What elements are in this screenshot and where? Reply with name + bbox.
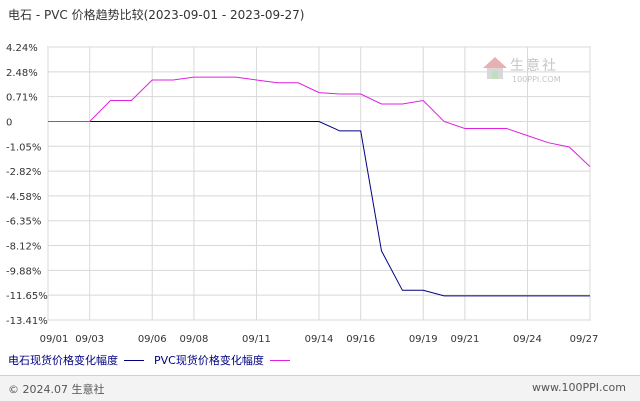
- x-tick-label: 09/19: [409, 334, 438, 345]
- y-tick-label: -6.35%: [6, 217, 41, 228]
- legend-swatch: [124, 359, 144, 361]
- y-tick-label: 0.71%: [6, 93, 38, 104]
- series-line-calcium-carbide: [48, 121, 590, 297]
- y-tick-label: 0: [6, 117, 12, 128]
- x-tick-label: 09/27: [570, 334, 599, 345]
- x-tick-label: 09/24: [513, 334, 542, 345]
- y-tick-label: 4.24%: [6, 43, 38, 54]
- grid-lines: [47, 46, 591, 321]
- legend-label: PVC现货价格变化幅度: [154, 354, 264, 367]
- watermark-logo: 生意社 100PPI.COM: [482, 55, 577, 90]
- x-tick-label: 09/03: [75, 334, 104, 345]
- y-tick-label: -2.82%: [6, 167, 41, 178]
- watermark-url: 100PPI.COM: [512, 75, 561, 84]
- x-tick-label: 09/14: [305, 334, 334, 345]
- footer: © 2024.07 生意社 www.100PPI.com: [0, 375, 640, 401]
- x-tick-label: 09/08: [180, 334, 209, 345]
- y-tick-label: 2.48%: [6, 68, 38, 79]
- y-axis-tick-labels: 4.24% 2.48% 0.71% 0 -1.05% -2.82% -4.58% -6.35%…: [6, 43, 48, 327]
- y-tick-label: -8.12%: [6, 242, 41, 253]
- house-logo-icon: [483, 57, 507, 79]
- x-tick-label: 09/21: [451, 334, 480, 345]
- y-tick-label: -13.41%: [6, 316, 48, 327]
- x-tick-label: 09/06: [138, 334, 167, 345]
- legend: 电石现货价格变化幅度 PVC现货价格变化幅度: [8, 353, 300, 367]
- y-tick-label: -11.65%: [6, 291, 48, 302]
- y-tick-label: -1.05%: [6, 142, 41, 153]
- legend-item-pvc: PVC现货价格变化幅度: [154, 352, 290, 368]
- footer-copyright: © 2024.07 生意社: [8, 383, 105, 396]
- chart-title: 电石 - PVC 价格趋势比较(2023-09-01 - 2023-09-27): [8, 8, 305, 22]
- footer-site-link[interactable]: www.100PPI.com: [532, 381, 626, 394]
- x-tick-label: 09/16: [346, 334, 375, 345]
- legend-swatch: [269, 359, 290, 361]
- x-tick-label: 09/01: [40, 334, 69, 345]
- x-axis-tick-labels: 09/01 09/03 09/06 09/08 09/11 09/14 09/16 09/19…: [40, 334, 599, 345]
- x-tick-label: 09/11: [242, 334, 271, 345]
- series-line-pvc: [48, 76, 591, 167]
- legend-label: 电石现货价格变化幅度: [8, 354, 118, 367]
- watermark-name: 生意社: [510, 58, 558, 74]
- y-tick-label: -4.58%: [6, 192, 41, 203]
- legend-item-calcium-carbide: 电石现货价格变化幅度: [8, 352, 144, 368]
- series-lines: [48, 76, 591, 297]
- y-tick-label: -9.88%: [6, 266, 41, 277]
